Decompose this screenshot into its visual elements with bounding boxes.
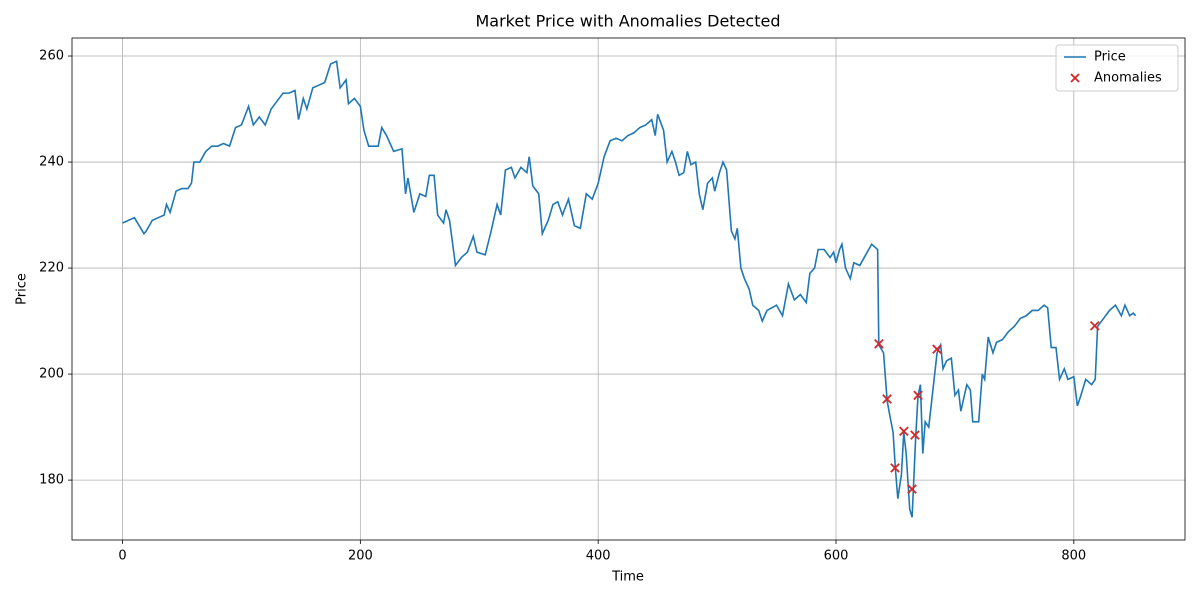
x-tick-label: 400: [586, 549, 611, 564]
legend-label: Price: [1094, 50, 1126, 65]
anomaly-marker: [890, 463, 900, 473]
y-axis-label: Price: [15, 273, 30, 305]
y-tick-label: 180: [39, 473, 64, 488]
y-tick-label: 240: [39, 155, 64, 170]
x-tick-label: 600: [824, 549, 849, 564]
x-tick-label: 0: [118, 549, 126, 564]
plot-frame: [71, 37, 1186, 541]
anomaly-marker: [913, 390, 923, 401]
price-line: [122, 60, 1137, 518]
x-tick-label: 200: [348, 549, 373, 564]
legend-label: Anomalies: [1094, 71, 1162, 86]
y-tick-label: 260: [39, 49, 64, 64]
anomaly-marker: [882, 394, 892, 404]
x-axis-label: Time: [611, 570, 644, 585]
legend-box: [1055, 44, 1179, 92]
anomaly-marker: [910, 430, 920, 440]
x-tick-label: 800: [1061, 549, 1086, 564]
anomaly-marker: [874, 339, 884, 349]
chart-title: Market Price with Anomalies Detected: [475, 12, 780, 31]
y-tick-label: 220: [39, 261, 64, 276]
anomaly-marker: [932, 344, 942, 355]
anomaly-marker: [899, 426, 909, 437]
anomaly-marker: [1089, 321, 1100, 331]
y-tick-label: 200: [39, 367, 64, 382]
anomaly-marker: [907, 484, 917, 494]
legend-swatch: [1070, 73, 1080, 83]
